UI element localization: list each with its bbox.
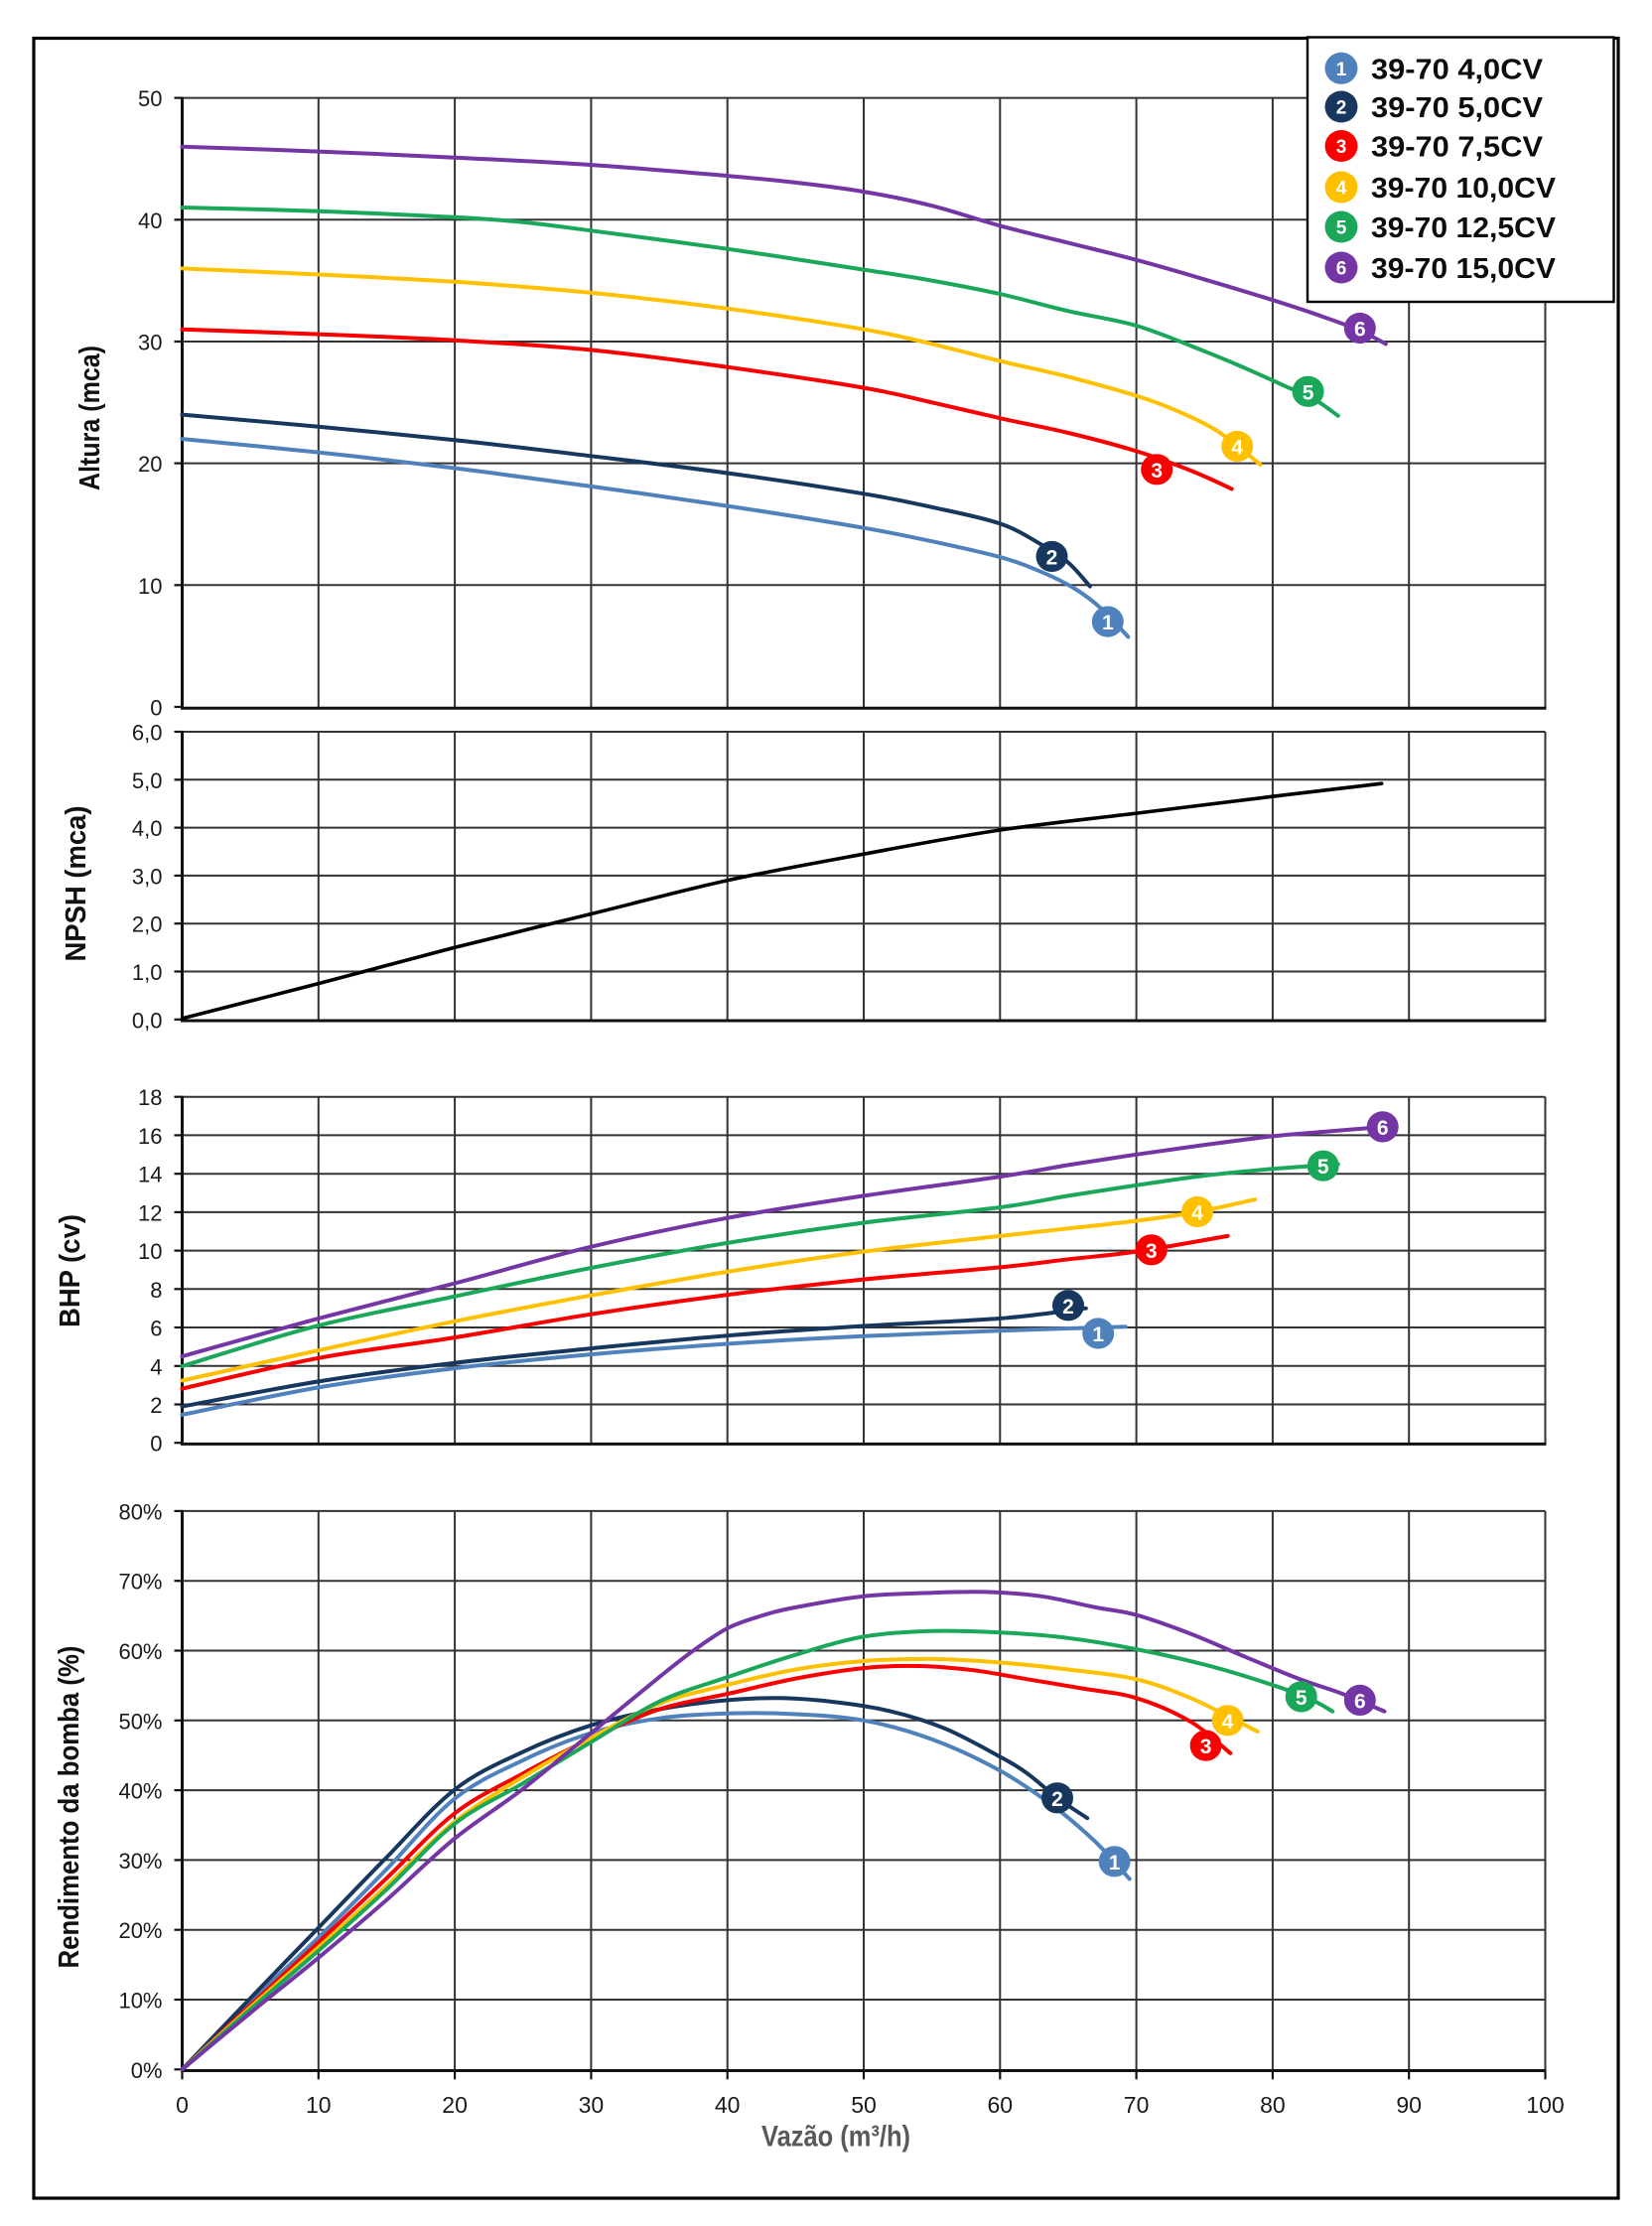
svg-text:5: 5 [1303, 381, 1314, 404]
svg-text:0: 0 [176, 2092, 189, 2118]
svg-text:0: 0 [150, 696, 162, 721]
svg-text:1,0: 1,0 [132, 960, 163, 985]
svg-text:80: 80 [1260, 2092, 1286, 2118]
svg-text:6: 6 [150, 1317, 162, 1341]
svg-text:5: 5 [1317, 1156, 1329, 1179]
svg-text:40%: 40% [118, 1779, 162, 1804]
svg-text:1: 1 [1109, 1852, 1121, 1875]
svg-text:90: 90 [1396, 2092, 1422, 2118]
svg-text:30: 30 [579, 2092, 605, 2118]
svg-text:60%: 60% [118, 1639, 162, 1664]
svg-text:12: 12 [138, 1200, 162, 1225]
svg-text:6: 6 [1377, 1117, 1389, 1140]
svg-text:6: 6 [1354, 319, 1366, 342]
svg-text:6,0: 6,0 [132, 721, 163, 746]
svg-text:3: 3 [1146, 1240, 1158, 1263]
svg-text:0%: 0% [131, 2058, 163, 2083]
svg-text:2,0: 2,0 [132, 912, 163, 937]
svg-text:50%: 50% [118, 1709, 162, 1734]
svg-text:4: 4 [1191, 1202, 1203, 1225]
svg-text:2: 2 [1336, 98, 1347, 119]
svg-text:0: 0 [150, 1432, 162, 1457]
svg-text:4: 4 [1231, 437, 1243, 460]
svg-text:50: 50 [138, 86, 162, 111]
svg-text:70: 70 [1124, 2092, 1150, 2118]
svg-text:Altura (mca): Altura (mca) [74, 346, 106, 490]
svg-text:6: 6 [1354, 1690, 1366, 1713]
svg-text:30: 30 [138, 331, 162, 355]
svg-text:4: 4 [1336, 179, 1347, 200]
svg-text:40: 40 [138, 209, 162, 233]
svg-text:60: 60 [988, 2092, 1014, 2118]
svg-text:40: 40 [715, 2092, 741, 2118]
svg-text:14: 14 [138, 1163, 162, 1187]
svg-text:100: 100 [1526, 2092, 1564, 2118]
svg-text:70%: 70% [118, 1570, 162, 1595]
svg-text:1: 1 [1092, 1323, 1104, 1346]
svg-text:4: 4 [1222, 1711, 1234, 1734]
svg-text:5: 5 [1336, 218, 1347, 239]
svg-text:80%: 80% [118, 1499, 162, 1524]
svg-text:1: 1 [1102, 612, 1114, 634]
svg-text:3: 3 [1151, 460, 1163, 483]
svg-text:2: 2 [1046, 547, 1058, 570]
svg-text:5,0: 5,0 [132, 768, 163, 793]
svg-text:3,0: 3,0 [132, 864, 163, 889]
svg-text:39-70 15,0CV: 39-70 15,0CV [1371, 253, 1557, 285]
svg-text:Rendimento da bomba (%): Rendimento da bomba (%) [54, 1646, 85, 1969]
svg-text:10: 10 [138, 574, 162, 599]
svg-text:30%: 30% [118, 1849, 162, 1874]
svg-text:8: 8 [150, 1278, 162, 1303]
svg-text:10%: 10% [118, 1989, 162, 2014]
svg-text:10: 10 [306, 2092, 332, 2118]
svg-text:3: 3 [1200, 1736, 1212, 1758]
svg-text:39-70 4,0CV: 39-70 4,0CV [1371, 54, 1544, 85]
svg-text:20: 20 [138, 452, 162, 477]
svg-text:20: 20 [442, 2092, 468, 2118]
svg-text:20%: 20% [118, 1918, 162, 1943]
svg-text:BHP (cv): BHP (cv) [55, 1214, 86, 1327]
svg-text:Vazão (m³/h): Vazão (m³/h) [761, 2121, 910, 2154]
svg-text:39-70 10,0CV: 39-70 10,0CV [1371, 173, 1557, 205]
svg-text:2: 2 [1062, 1296, 1074, 1319]
svg-text:39-70 12,5CV: 39-70 12,5CV [1371, 212, 1557, 244]
svg-text:39-70 5,0CV: 39-70 5,0CV [1371, 92, 1544, 124]
svg-text:2: 2 [150, 1393, 162, 1418]
svg-text:4,0: 4,0 [132, 816, 163, 841]
svg-text:39-70 7,5CV: 39-70 7,5CV [1371, 132, 1544, 164]
svg-text:0,0: 0,0 [132, 1008, 163, 1033]
svg-text:NPSH (mca): NPSH (mca) [61, 806, 92, 962]
svg-text:5: 5 [1296, 1687, 1308, 1710]
svg-text:3: 3 [1336, 137, 1347, 158]
svg-text:10: 10 [138, 1239, 162, 1264]
svg-text:4: 4 [150, 1354, 162, 1379]
svg-text:18: 18 [138, 1085, 162, 1110]
svg-text:50: 50 [851, 2092, 877, 2118]
svg-text:16: 16 [138, 1124, 162, 1149]
svg-text:1: 1 [1336, 60, 1347, 80]
svg-text:2: 2 [1051, 1788, 1063, 1811]
svg-text:6: 6 [1336, 259, 1347, 280]
